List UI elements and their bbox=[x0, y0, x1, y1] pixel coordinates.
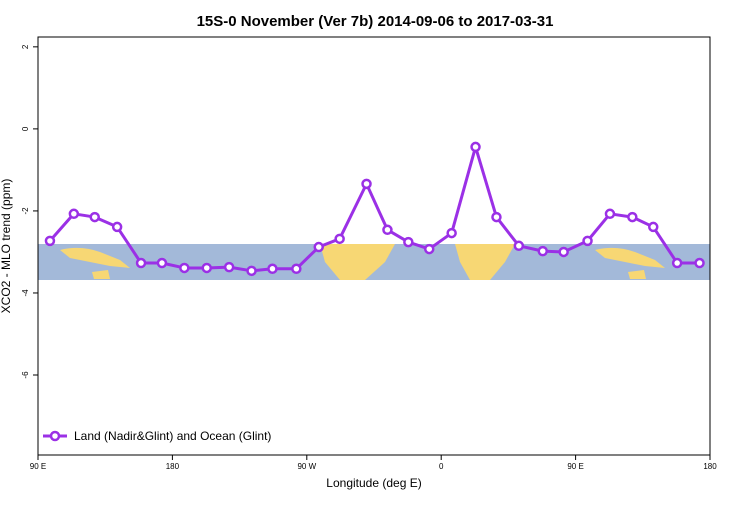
data-point bbox=[671, 257, 683, 269]
data-point bbox=[582, 235, 593, 247]
y-tick-label: 0 bbox=[21, 126, 30, 131]
data-point bbox=[291, 263, 302, 275]
data-point bbox=[470, 141, 481, 153]
data-point bbox=[446, 227, 457, 239]
data-point bbox=[513, 240, 525, 252]
data-point bbox=[334, 233, 345, 245]
data-point bbox=[135, 257, 147, 269]
data-point bbox=[179, 262, 190, 274]
data-point bbox=[223, 261, 235, 273]
data-point bbox=[201, 262, 212, 274]
y-axis-label: XCO2 - MLO trend (ppm) bbox=[0, 179, 13, 314]
data-point bbox=[627, 211, 638, 223]
data-point bbox=[156, 257, 168, 269]
data-point bbox=[44, 235, 56, 247]
data-point bbox=[424, 243, 435, 255]
data-point bbox=[537, 245, 548, 257]
data-point bbox=[694, 257, 705, 269]
x-tick-label: 180 bbox=[166, 462, 180, 471]
x-tick-label: 90 E bbox=[30, 462, 46, 471]
y-tick-label: 2 bbox=[21, 44, 30, 49]
x-tick-label: 90 W bbox=[297, 462, 316, 471]
data-point bbox=[313, 241, 324, 253]
y-tick-label: -6 bbox=[21, 371, 30, 379]
y-tick-label: -4 bbox=[21, 289, 30, 297]
legend-marker bbox=[49, 430, 61, 442]
data-point bbox=[246, 265, 257, 277]
x-tick-label: 0 bbox=[439, 462, 444, 471]
x-tick-label: 90 E bbox=[567, 462, 583, 471]
y-tick-label: -2 bbox=[21, 207, 30, 215]
data-point bbox=[361, 178, 372, 190]
legend-label: Land (Nadir&Glint) and Ocean (Glint) bbox=[74, 429, 271, 443]
data-point bbox=[267, 263, 278, 275]
data-point bbox=[558, 246, 569, 258]
data-point bbox=[403, 236, 414, 248]
data-point bbox=[491, 211, 502, 223]
data-point bbox=[604, 208, 616, 220]
x-axis-label: Longitude (deg E) bbox=[326, 476, 421, 490]
data-point bbox=[111, 221, 123, 233]
data-point bbox=[382, 224, 393, 236]
data-point bbox=[89, 211, 100, 223]
chart-title: 15S-0 November (Ver 7b) 2014-09-06 to 20… bbox=[197, 13, 554, 30]
data-point bbox=[648, 221, 659, 233]
x-tick-label: 180 bbox=[703, 462, 717, 471]
plot-frame bbox=[37, 36, 711, 456]
data-point bbox=[68, 208, 80, 220]
